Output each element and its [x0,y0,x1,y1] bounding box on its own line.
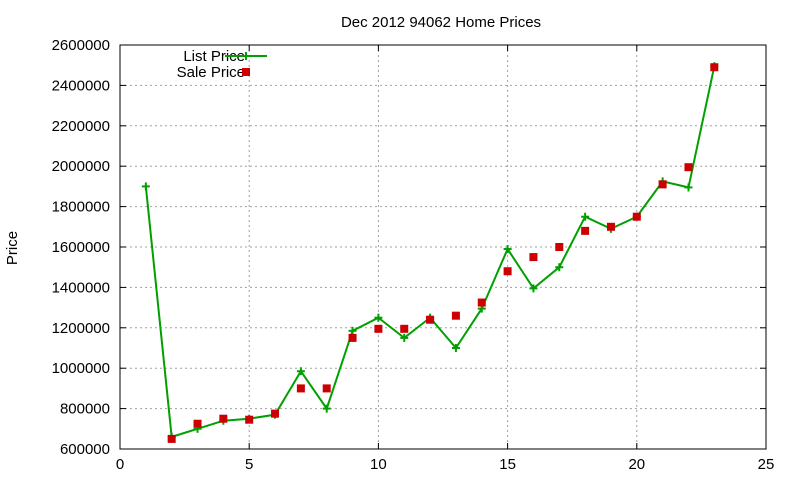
legend-square-marker [242,68,250,76]
sale-price-point [219,414,228,423]
y-tick-label: 1400000 [52,279,110,296]
sale-price-point [451,311,460,320]
y-tick-label: 800000 [60,401,110,418]
list-price-point [503,245,512,254]
sale-price-point [245,415,254,424]
sale-price-point [193,419,202,428]
y-tick-label: 1200000 [52,320,110,337]
sale-price-point [348,333,357,342]
y-tick-label: 600000 [60,441,110,458]
x-tick-label: 5 [245,456,253,473]
y-tick-label: 2000000 [52,158,110,175]
list-price-point [400,333,409,342]
sale-price-point [477,298,486,307]
list-price-point [296,367,305,376]
list-price-point [374,313,383,322]
legend-label: Sale Price [177,64,245,81]
list-price-point [348,326,357,335]
y-tick-label: 1800000 [52,199,110,216]
x-tick-label: 20 [628,456,645,473]
sale-price-point [684,163,693,172]
list-price-point [451,344,460,352]
sale-price-point [400,324,409,333]
sale-price-point [426,315,435,324]
chart-title: Dec 2012 94062 Home Prices [341,14,541,31]
series-0 [141,62,719,441]
x-tick-label: 15 [499,456,516,473]
sale-price-point [581,226,590,235]
grid [120,45,766,449]
list-price-line [144,66,716,439]
legend-label: List Price [183,48,245,65]
y-axis-label: Price [4,231,21,265]
list-price-point [141,182,150,191]
sale-price-point [271,409,280,418]
y-tick-label: 2400000 [52,77,110,94]
list-price-point [529,284,538,293]
list-price-point [322,404,331,413]
series-1 [167,63,719,443]
list-price-point [555,263,564,272]
y-tick-label: 2600000 [52,37,110,54]
list-price-point [684,183,693,192]
sale-price-point [555,243,564,251]
x-tick-label: 25 [758,456,775,473]
sale-price-point [606,222,615,231]
x-tick-label: 0 [116,456,124,473]
sale-price-point [658,180,667,189]
sale-price-point [710,63,719,72]
sale-price-point [296,384,305,393]
y-tick-label: 1000000 [52,360,110,377]
legend-cross-marker [242,52,250,60]
y-tick-label: 1600000 [52,239,110,256]
sale-price-point [632,212,641,221]
sale-price-point [167,434,176,443]
sale-price-point [529,253,538,262]
list-price-point [581,212,590,221]
series-layer [141,62,719,443]
sale-price-point [322,384,331,393]
sale-price-point [503,267,512,276]
sale-price-point [374,324,383,333]
y-tick-label: 2200000 [52,118,110,135]
x-tick-label: 10 [370,456,387,473]
axes: 0 5 10 15 20 25 600000 800000 1000000 1200000 1400… [52,37,775,473]
